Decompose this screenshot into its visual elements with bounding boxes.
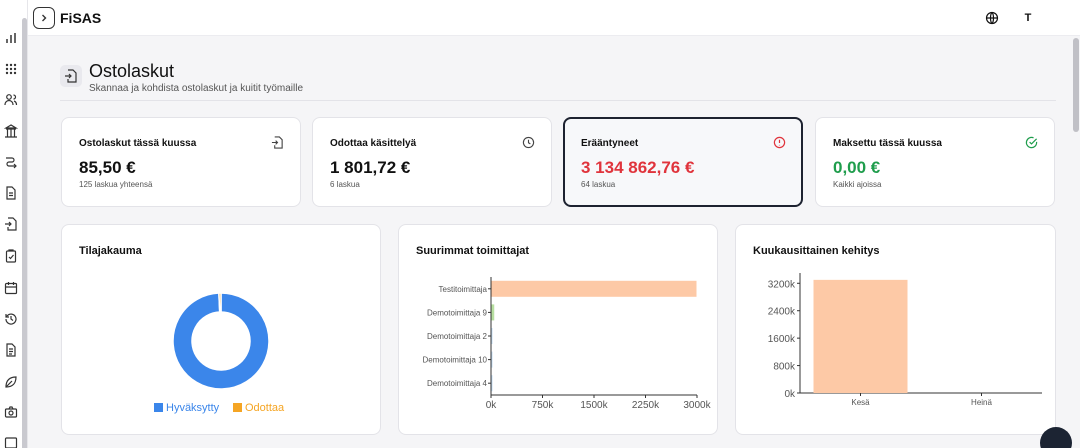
monthly-bar-chart: 0k 800k 1600k 2400k 3200k Kesä Heinä <box>768 273 1042 407</box>
stat-value: 3 134 862,76 € <box>581 158 695 177</box>
y-tick-label: 3200k <box>768 279 796 290</box>
y-tick-label: Testitoimittaja <box>439 285 488 294</box>
users-icon[interactable] <box>4 93 18 107</box>
building-icon[interactable] <box>4 124 18 138</box>
clipboard-check-icon[interactable] <box>4 249 18 263</box>
stat-card-overdue[interactable]: Erääntyneet 3 134 862,76 € 64 laskua <box>563 117 803 207</box>
stat-value: 1 801,72 € <box>330 158 411 177</box>
sidebar-scrollbar[interactable] <box>22 18 27 448</box>
chevron-right-icon <box>39 13 49 23</box>
stat-title: Odottaa käsittelyä <box>330 138 417 149</box>
bar-demotoimittaja-10 <box>491 351 493 368</box>
stat-subtext: 125 laskua yhteensä <box>79 180 153 189</box>
x-tick-label: 3000k <box>683 400 711 411</box>
legend-swatch <box>154 403 163 412</box>
page-header: Ostolaskut Skannaa ja kohdista ostolasku… <box>60 60 1056 101</box>
donut-slice-odottaa <box>218 292 222 313</box>
chart-title: Kuukausittainen kehitys <box>753 245 880 257</box>
stat-card-paid[interactable]: Maksettu tässä kuussa 0,00 € Kaikki ajoi… <box>815 117 1055 207</box>
globe-icon[interactable] <box>985 11 999 25</box>
donut-slice-hyväksytty <box>172 292 270 390</box>
y-tick-label: 800k <box>773 362 796 373</box>
stat-value: 0,00 € <box>833 158 881 177</box>
history-icon[interactable] <box>4 312 18 326</box>
page-subtitle: Skannaa ja kohdista ostolaskut ja kuitit… <box>89 83 304 94</box>
sidebar-toggle-button[interactable] <box>33 7 55 29</box>
x-tick-label: Heinä <box>971 398 992 407</box>
bar-kesä <box>813 279 908 393</box>
top-bar <box>28 0 1080 36</box>
stat-value: 85,50 € <box>79 158 136 177</box>
legend-label: Hyväksytty <box>166 402 220 414</box>
alert-circle-icon <box>773 136 786 149</box>
camera-icon[interactable] <box>4 405 18 419</box>
x-tick-label: 1500k <box>580 400 608 411</box>
leaf-icon[interactable] <box>4 375 18 389</box>
stat-card-monthly-invoices[interactable]: Ostolaskut tässä kuussa 85,50 € 125 lask… <box>61 117 301 207</box>
suppliers-chart-card: Suurimmat toimittajat Testitoimittaja Dem… <box>398 224 718 435</box>
status-chart-card: Tilajakauma Hyväksytty Odottaa <box>61 224 381 435</box>
y-tick-label: 0k <box>784 389 796 400</box>
clock-icon <box>522 136 535 149</box>
y-tick-label: Demotoimittaja 4 <box>427 379 488 388</box>
stat-subtext: 64 laskua <box>581 180 616 189</box>
legend-swatch <box>233 403 242 412</box>
y-tick-label: 2400k <box>768 307 796 318</box>
monthly-chart-card: Kuukausittainen kehitys 0k 800k 1600k 2400k… <box>735 224 1056 435</box>
stat-title: Ostolaskut tässä kuussa <box>79 138 197 149</box>
stat-card-pending[interactable]: Odottaa käsittelyä 1 801,72 € 6 laskua <box>312 117 552 207</box>
grid-icon[interactable] <box>4 62 18 76</box>
main-scrollbar[interactable] <box>1073 38 1079 132</box>
x-tick-label: 0k <box>486 400 498 411</box>
report-icon[interactable] <box>4 343 18 357</box>
x-tick-label: 750k <box>532 400 555 411</box>
chart-icon[interactable] <box>4 31 18 45</box>
bar-demotoimittaja-4 <box>491 375 493 392</box>
suppliers-bar-chart: Testitoimittaja Demotoimittaja 9 Demotoimi… <box>423 277 712 411</box>
x-tick-label: Kesä <box>851 398 870 407</box>
check-circle-icon <box>1025 136 1038 149</box>
chat-button[interactable] <box>1040 427 1072 448</box>
y-tick-label: 1600k <box>768 334 796 345</box>
stat-title: Erääntyneet <box>581 138 639 149</box>
stat-subtext: Kaikki ajoissa <box>833 180 882 189</box>
y-tick-label: Demotoimittaja 10 <box>423 356 488 365</box>
legend-label: Odottaa <box>245 402 285 414</box>
file-import-icon[interactable] <box>4 217 18 231</box>
bar-demotoimittaja-9 <box>491 304 495 321</box>
bar-testitoimittaja <box>491 280 697 297</box>
route-icon[interactable] <box>4 155 18 169</box>
document-icon[interactable] <box>4 186 18 200</box>
x-tick-label: 2250k <box>632 400 660 411</box>
user-avatar[interactable]: T <box>1018 8 1038 28</box>
y-tick-label: Demotoimittaja 2 <box>427 332 488 341</box>
file-import-icon <box>60 65 82 87</box>
calendar-icon[interactable] <box>4 281 18 295</box>
file-import-icon <box>271 136 284 149</box>
y-tick-label: Demotoimittaja 9 <box>427 308 488 317</box>
status-donut-chart: Hyväksytty Odottaa <box>154 292 285 414</box>
stat-subtext: 6 laskua <box>330 180 360 189</box>
chart-title: Tilajakauma <box>79 245 142 257</box>
sidebar <box>0 0 28 448</box>
chart-title: Suurimmat toimittajat <box>416 245 530 257</box>
bar-demotoimittaja-2 <box>491 328 493 344</box>
stat-title: Maksettu tässä kuussa <box>833 138 942 149</box>
folder-icon[interactable] <box>4 436 18 448</box>
page-title: Ostolaskut <box>89 61 175 81</box>
app-name: FiSAS <box>60 10 102 26</box>
